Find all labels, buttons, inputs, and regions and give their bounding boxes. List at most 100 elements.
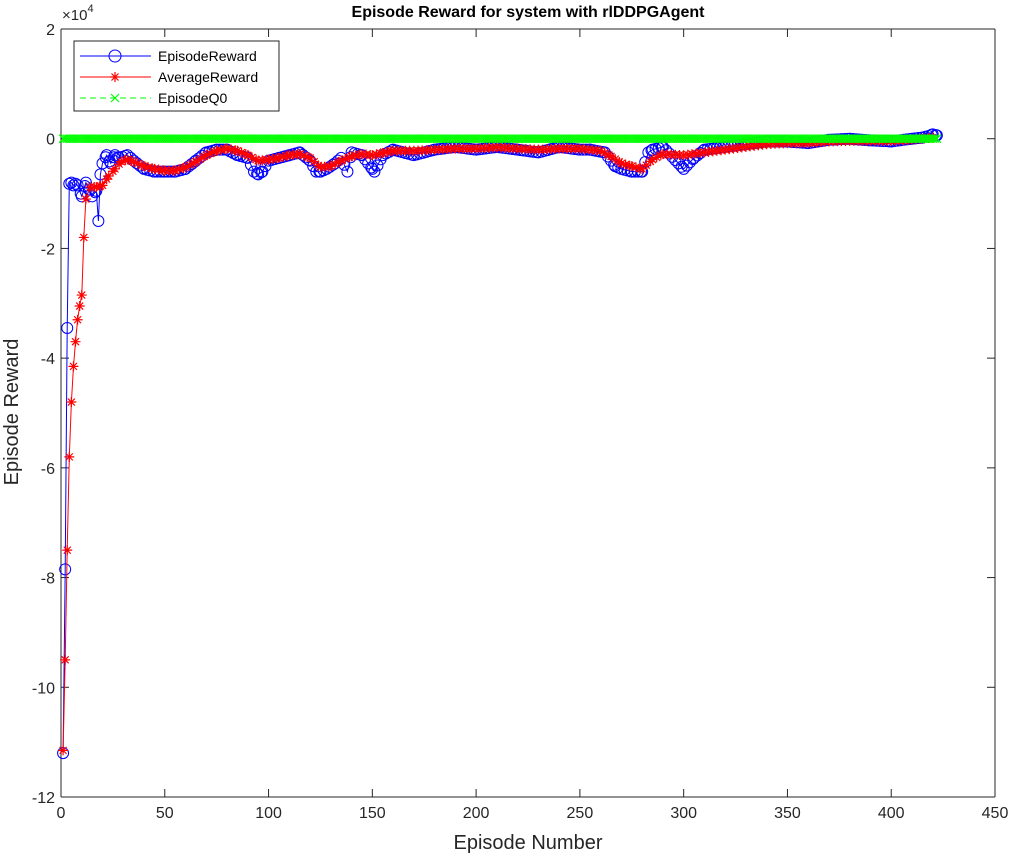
data-point [343, 134, 352, 144]
data-point [156, 134, 166, 144]
data-point [224, 134, 234, 144]
data-point [558, 134, 568, 144]
data-point [731, 134, 740, 144]
data-point [538, 134, 547, 144]
y-exponent-power: 4 [87, 3, 93, 15]
data-point [826, 134, 836, 144]
data-point [473, 134, 483, 144]
data-point [378, 134, 388, 144]
data-point [666, 134, 676, 144]
data-point [413, 134, 423, 144]
data-point [79, 176, 92, 189]
data-point [909, 134, 919, 144]
data-point [226, 134, 236, 144]
data-point [490, 134, 500, 144]
data-point [706, 134, 716, 144]
data-point [280, 134, 290, 144]
data-point [158, 134, 168, 144]
data-point [120, 155, 131, 166]
data-point [153, 164, 164, 175]
data-point [76, 290, 87, 301]
data-point [428, 134, 437, 144]
data-point [240, 149, 251, 160]
data-point [195, 154, 206, 165]
data-point [720, 134, 730, 144]
data-point [469, 134, 479, 144]
data-point [241, 134, 251, 144]
x-tick-label: 0 [57, 805, 66, 822]
data-point [96, 157, 109, 170]
data-point [697, 134, 707, 144]
data-point [542, 134, 552, 144]
data-point [71, 134, 80, 144]
data-point [122, 134, 132, 144]
data-point [479, 134, 489, 144]
data-point [766, 134, 776, 144]
data-point [488, 134, 498, 144]
data-point [178, 162, 189, 173]
data-point [836, 134, 846, 144]
data-point [521, 134, 531, 144]
data-point [235, 134, 244, 144]
data-point [257, 134, 267, 144]
data-point [79, 134, 89, 144]
data-point [484, 134, 493, 144]
data-point [367, 150, 378, 161]
data-point [164, 134, 174, 144]
data-point [434, 134, 444, 144]
data-point [282, 134, 292, 144]
data-point [62, 545, 73, 556]
data-point [890, 134, 900, 144]
y-tick-label: -8 [41, 571, 55, 588]
data-point [388, 134, 398, 144]
data-point [396, 134, 406, 144]
data-point [436, 134, 446, 144]
data-point [305, 134, 315, 144]
data-point [81, 134, 91, 144]
data-point [179, 134, 188, 144]
data-point [592, 134, 601, 144]
data-point [126, 156, 137, 167]
data-point [107, 151, 120, 164]
data-point [340, 153, 351, 164]
data-point [660, 134, 670, 144]
legend-marker [108, 49, 122, 63]
data-point [350, 150, 361, 161]
data-point [276, 134, 286, 144]
data-point [820, 134, 830, 144]
data-point [419, 134, 429, 144]
data-point [901, 134, 911, 144]
data-point [259, 134, 269, 144]
x-tick-label: 100 [255, 805, 282, 822]
data-point [733, 134, 743, 144]
data-point [329, 158, 340, 169]
x-tick-label: 450 [982, 805, 1009, 822]
data-point [457, 134, 467, 144]
data-point [188, 157, 199, 168]
data-point [927, 132, 938, 143]
data-point [525, 134, 535, 144]
data-point [511, 134, 520, 144]
data-point [311, 134, 321, 144]
data-point [475, 134, 485, 144]
data-point [560, 134, 570, 144]
y-tick-label: -10 [32, 680, 55, 697]
data-point [739, 134, 749, 144]
data-point [190, 156, 201, 167]
data-point [77, 134, 87, 144]
data-point [125, 134, 134, 144]
data-point [608, 134, 618, 144]
data-point [100, 134, 110, 144]
data-point [85, 134, 95, 144]
data-point [255, 134, 265, 144]
data-point [139, 134, 149, 144]
data-point [683, 134, 693, 144]
data-point [828, 134, 838, 144]
data-point [220, 134, 230, 144]
data-point [442, 134, 452, 144]
data-point [59, 563, 72, 576]
data-point [616, 134, 626, 144]
data-point [712, 134, 722, 144]
data-point [89, 134, 99, 144]
data-point [843, 134, 853, 144]
